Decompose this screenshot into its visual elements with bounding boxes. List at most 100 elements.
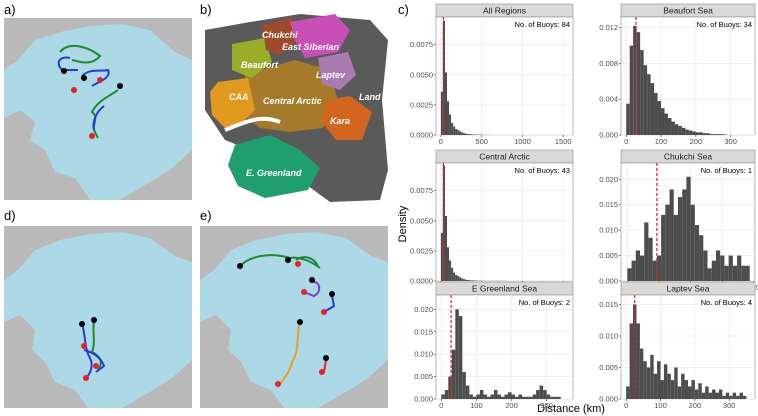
land-southeast xyxy=(120,150,192,200)
histogram-bar xyxy=(444,215,448,281)
histogram-bar xyxy=(469,280,472,281)
y-tick-label: 0.004 xyxy=(599,95,618,104)
panel-b: b) Chukchi East Siberian Beaufort Laptev… xyxy=(200,2,390,202)
histogram-bar xyxy=(678,126,682,135)
y-tick-label: 0.0050 xyxy=(410,70,433,79)
facet-central-arctic: Central Arctic0.00000.00250.00500.007505… xyxy=(410,149,574,292)
histogram-bar xyxy=(455,274,458,281)
drift-track xyxy=(295,256,319,267)
histogram-bar xyxy=(682,189,687,281)
x-tick-label: 100 xyxy=(470,401,483,410)
region-label-caa: CAA xyxy=(229,92,249,102)
histogram-bar xyxy=(657,361,661,399)
facet-e-greenland-sea: E Greenland Sea 0.000 0.005 0.010 0.015 0.020… xyxy=(414,281,574,410)
histogram-bar xyxy=(444,72,448,135)
histogram-bar xyxy=(497,394,501,399)
x-tick-label: 0 xyxy=(624,137,628,146)
start-point xyxy=(117,83,123,89)
map-a xyxy=(4,18,192,200)
y-tick-label: 0.0025 xyxy=(410,100,433,109)
histogram-bar xyxy=(511,394,516,399)
histogram-bar xyxy=(694,389,699,399)
buoy-count-annotation: No. of Buoys: 43 xyxy=(515,166,570,175)
facet-title: All Regions xyxy=(483,6,526,16)
x-tick-label: 100 xyxy=(655,137,668,146)
buoy-count-annotation: No. of Buoys: 2 xyxy=(519,298,570,307)
panel-label-c: c) xyxy=(398,2,409,17)
histogram-bar xyxy=(702,133,707,135)
end-point xyxy=(83,375,89,381)
histogram-bar xyxy=(626,386,630,399)
histogram-bar xyxy=(720,255,725,281)
histogram-bar xyxy=(518,394,523,399)
histogram-bar xyxy=(703,250,708,281)
histogram-bar xyxy=(647,74,651,135)
y-tick-label: 0.010 xyxy=(599,331,618,340)
histogram-bar xyxy=(636,32,641,135)
facet-title: Chukchi Sea xyxy=(664,152,712,162)
histogram-bar xyxy=(469,394,473,399)
y-tick-label: 0.005 xyxy=(599,251,618,260)
histogram-bar xyxy=(688,130,693,135)
histogram-bar xyxy=(715,250,721,281)
histogram-bar xyxy=(508,392,512,399)
y-tick-label: 0.0000 xyxy=(410,131,433,140)
histogram-bar xyxy=(447,101,450,135)
y-tick-label: 0.005 xyxy=(599,363,618,372)
histogram-bar xyxy=(685,129,689,135)
y-tick-label: 0.010 xyxy=(414,350,433,359)
start-point xyxy=(329,291,335,297)
histogram-bar xyxy=(467,134,470,135)
y-tick-label: 0.020 xyxy=(414,305,433,314)
facet-title: Beaufort Sea xyxy=(663,6,713,16)
histogram-bar xyxy=(453,272,456,281)
region-label-east-siberian: East Siberian xyxy=(282,42,340,52)
histogram-bar xyxy=(652,260,657,281)
end-point xyxy=(81,343,87,349)
histogram-bar xyxy=(713,134,717,135)
histogram-bar xyxy=(661,214,666,281)
y-tick-label: 0.015 xyxy=(599,300,618,309)
histogram-bar xyxy=(681,373,685,399)
end-point xyxy=(321,309,327,315)
histogram-bar xyxy=(629,323,634,399)
x-tick-label: 0 xyxy=(439,401,443,410)
drift-track xyxy=(83,349,106,373)
histogram-bar xyxy=(741,265,746,281)
histogram-bar xyxy=(716,134,721,135)
histogram-bar xyxy=(486,396,491,399)
y-tick-label: 0.000 xyxy=(599,131,618,140)
y-tick-label: 0.008 xyxy=(599,59,618,68)
histogram-bar xyxy=(447,247,450,281)
y-tick-label: 0.010 xyxy=(599,226,618,235)
histogram-bar xyxy=(706,133,710,135)
drift-track xyxy=(303,281,321,298)
start-point xyxy=(297,319,303,325)
histogram-bar xyxy=(444,390,449,399)
histogram-bar xyxy=(646,367,651,399)
histogram-bar xyxy=(709,134,714,135)
histogram-bar xyxy=(469,134,472,135)
histogram-bar xyxy=(626,103,630,135)
histogram-bar xyxy=(707,268,712,281)
histogram-bar xyxy=(459,131,462,135)
histogram-bar xyxy=(448,376,452,399)
panel-a: a) xyxy=(4,2,192,200)
buoy-count-annotation: No. of Buoys: 84 xyxy=(515,20,570,29)
region-label-e-greenland: E. Greenland xyxy=(246,168,302,178)
histogram-bar xyxy=(640,50,644,135)
histogram-bar xyxy=(667,118,672,135)
x-tick-label: 200 xyxy=(689,401,702,410)
end-point xyxy=(93,363,99,369)
map-e xyxy=(200,226,388,408)
x-tick-label: 0 xyxy=(624,401,628,410)
histogram-bar xyxy=(701,392,706,399)
histogram-bar xyxy=(543,390,547,399)
y-tick-label: 0.020 xyxy=(599,175,618,184)
histogram-bar xyxy=(455,309,459,399)
histogram-bar xyxy=(471,134,474,135)
facet-beaufort-sea: Beaufort Sea 0.000 0.004 0.008 0.012 0 100 200 3… xyxy=(599,3,756,146)
panel-c: c) Density Distance (km) All Regions 0.00… xyxy=(397,2,758,415)
facet-title: Central Arctic xyxy=(479,152,530,162)
histogram-bar xyxy=(742,395,747,399)
